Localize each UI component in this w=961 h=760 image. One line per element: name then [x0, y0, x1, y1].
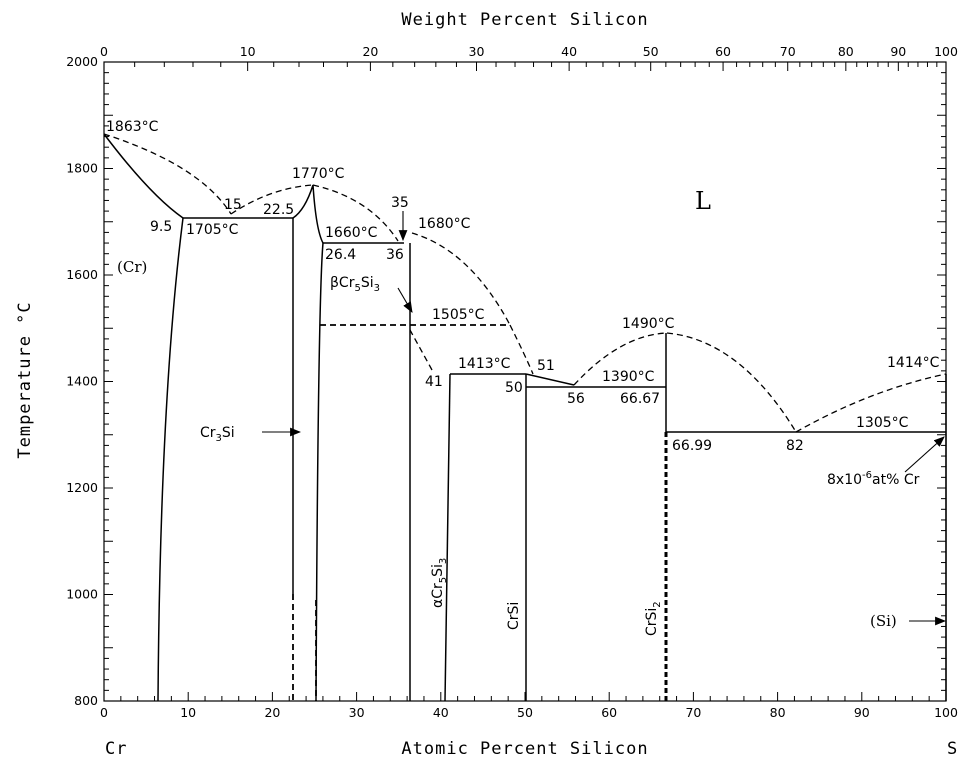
y-tick-label: 1600	[66, 267, 98, 282]
top-axis-title: Weight Percent Silicon	[401, 10, 648, 30]
top-tick-label: 30	[469, 44, 485, 59]
label-1660: 1660°C	[325, 225, 378, 241]
label-82: 82	[786, 438, 804, 454]
label-1414: 1414°C	[887, 355, 940, 371]
bottom-tick-label: 10	[180, 705, 196, 720]
top-tick-label: 90	[890, 44, 906, 59]
axis-tick-labels: 0 10 20 30 40 50 60 70 80 90 1000 10 20 30 40 50 60 70 80 9…	[66, 44, 958, 720]
top-tick-label: 70	[780, 44, 796, 59]
label-22-5: 22.5	[263, 202, 294, 218]
bottom-tick-label: 80	[770, 705, 786, 720]
plot-frame	[103, 61, 947, 702]
label-56: 56	[567, 391, 585, 407]
label-36: 36	[386, 247, 404, 263]
label-66-99: 66.99	[672, 438, 712, 454]
label-1390: 1390°C	[602, 369, 655, 385]
top-tick-label: 0	[100, 44, 108, 59]
label-crsi2: CrSi2	[644, 601, 663, 636]
label-1863: 1863°C	[106, 119, 159, 135]
label-15: 15	[224, 197, 242, 213]
top-tick-label: 10	[240, 44, 256, 59]
left-element-label: Cr	[105, 739, 127, 759]
axis-ticks	[103, 61, 947, 702]
label-1680: 1680°C	[418, 216, 471, 232]
diagram-labels: 1863°C 1770°C 1705°C 1680°C 1660°C 1505°…	[106, 119, 940, 636]
label-1305: 1305°C	[856, 415, 909, 431]
label-51: 51	[537, 358, 555, 374]
y-axis-title: Temperature °C	[15, 301, 35, 458]
peritectic-dashed	[292, 324, 510, 701]
label-1770: 1770°C	[292, 166, 345, 182]
y-tick-label: 2000	[66, 54, 98, 69]
label-liquid: L	[695, 187, 711, 215]
bottom-tick-label: 50	[517, 705, 533, 720]
bottom-tick-label: 40	[433, 705, 449, 720]
label-66-67: 66.67	[620, 391, 660, 407]
top-tick-label: 100	[934, 44, 958, 59]
phase-boundaries	[103, 133, 947, 702]
bottom-tick-label: 30	[349, 705, 365, 720]
label-1413: 1413°C	[458, 356, 511, 372]
label-35: 35	[391, 195, 409, 211]
label-1705: 1705°C	[186, 222, 239, 238]
y-tick-label: 1000	[66, 587, 98, 602]
right-element-label: S	[947, 739, 958, 759]
label-9-5: 9.5	[150, 219, 172, 235]
y-tick-label: 1200	[66, 480, 98, 495]
label-crsi: CrSi	[506, 602, 522, 630]
label-1505: 1505°C	[432, 307, 485, 323]
label-41: 41	[425, 374, 443, 390]
y-tick-label: 1400	[66, 374, 98, 389]
top-tick-label: 60	[715, 44, 731, 59]
y-tick-label: 800	[74, 693, 98, 708]
bottom-tick-label: 60	[601, 705, 617, 720]
label-alpha-cr5si3: αCr5Si3	[430, 558, 449, 608]
bottom-tick-label: 0	[100, 705, 108, 720]
label-cr-phase: (Cr)	[117, 258, 147, 276]
label-beta-cr5si3: βCr5Si3	[330, 275, 380, 294]
bottom-tick-label: 70	[685, 705, 701, 720]
top-tick-label: 80	[838, 44, 854, 59]
label-50: 50	[505, 380, 523, 396]
top-tick-label: 50	[643, 44, 659, 59]
bottom-tick-label: 100	[934, 705, 958, 720]
label-cr3si: Cr3Si	[200, 425, 235, 444]
bottom-tick-label: 90	[854, 705, 870, 720]
label-solubility: 8x10-6at% Cr	[827, 470, 920, 488]
annotation-arrows	[262, 211, 947, 626]
bottom-tick-label: 20	[264, 705, 280, 720]
label-1490: 1490°C	[622, 316, 675, 332]
y-tick-label: 1800	[66, 161, 98, 176]
label-si-phase: (Si)	[870, 612, 897, 630]
top-tick-label: 40	[561, 44, 577, 59]
bottom-axis-title: Atomic Percent Silicon	[401, 739, 648, 759]
label-26-4: 26.4	[325, 247, 356, 263]
top-tick-label: 20	[362, 44, 378, 59]
liquidus-curves	[103, 133, 947, 433]
